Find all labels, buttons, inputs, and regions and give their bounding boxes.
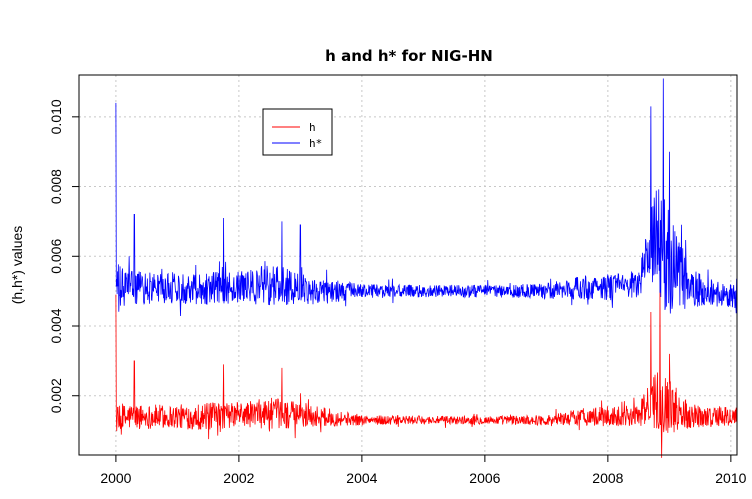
x-tick-label: 2006 <box>469 470 500 486</box>
x-tick-label: 2010 <box>715 470 746 486</box>
legend-label-h: h <box>309 121 316 134</box>
x-tick-label: 2000 <box>100 470 131 486</box>
x-tick-label: 2008 <box>592 470 623 486</box>
y-axis: 0.002 0.004 0.006 0.008 0.010 <box>48 99 80 413</box>
legend-label-hstar: h* <box>309 137 322 150</box>
y-tick-label: 0.010 <box>48 99 64 134</box>
legend: h h* <box>262 108 333 156</box>
chart-title: h and h* for NIG-HN <box>325 47 493 65</box>
y-tick-label: 0.008 <box>48 169 64 204</box>
legend-box <box>262 108 333 156</box>
x-axis: 2000 2002 2004 2006 2008 2010 <box>100 454 747 486</box>
y-tick-label: 0.004 <box>48 308 64 343</box>
plot-frame <box>78 74 738 456</box>
x-tick-label: 2004 <box>346 470 377 486</box>
series-group <box>115 78 738 458</box>
grid <box>79 75 737 455</box>
y-axis-label: (h,h*) values <box>9 226 25 305</box>
x-tick-label: 2002 <box>223 470 254 486</box>
y-tick-label: 0.002 <box>48 378 64 413</box>
series-line-hstar <box>115 78 738 317</box>
y-tick-label: 0.006 <box>48 239 64 274</box>
series-line-h <box>115 284 738 458</box>
